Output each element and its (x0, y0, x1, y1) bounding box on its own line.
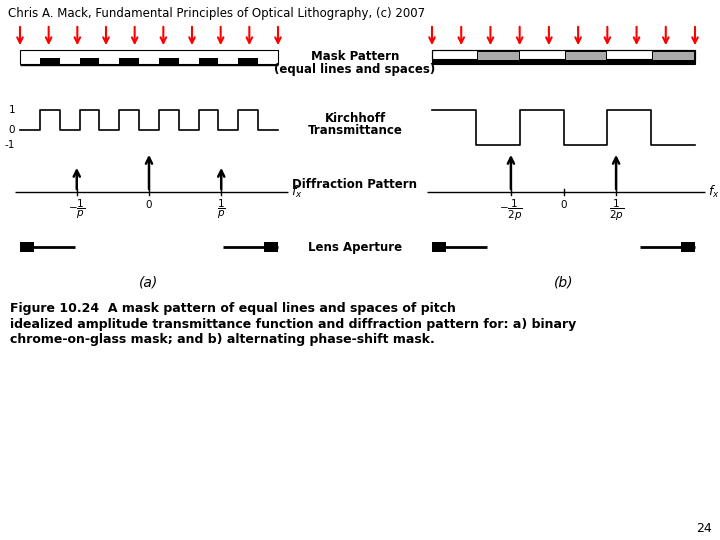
Text: $\dfrac{1}{p}$: $\dfrac{1}{p}$ (217, 198, 225, 221)
Text: Figure 10.24  A mask pattern of equal lines and spaces of pitch: Figure 10.24 A mask pattern of equal lin… (10, 302, 460, 315)
Bar (432, 50, 695, 59)
Bar (159, 58, 179, 64)
Text: -1: -1 (4, 140, 15, 150)
Text: $-\dfrac{1}{p}$: $-\dfrac{1}{p}$ (68, 198, 86, 221)
Bar (432, 59, 695, 64)
Bar (477, 51, 518, 60)
Text: idealized amplitude transmittance function and diffraction pattern for: a) binar: idealized amplitude transmittance functi… (10, 318, 576, 331)
Text: chrome-on-glass mask; and b) alternating phase-shift mask.: chrome-on-glass mask; and b) alternating… (10, 333, 435, 346)
Text: Chris A. Mack, Fundamental Principles of Optical Lithography, (c) 2007: Chris A. Mack, Fundamental Principles of… (8, 7, 425, 20)
Text: Diffraction Pattern: Diffraction Pattern (292, 178, 418, 191)
Bar (199, 58, 218, 64)
Bar (79, 58, 99, 64)
Text: (equal lines and spaces): (equal lines and spaces) (274, 63, 436, 76)
Text: $f_x$: $f_x$ (708, 184, 720, 200)
Text: $0$: $0$ (145, 198, 153, 210)
Bar (652, 51, 694, 60)
Text: 0: 0 (9, 125, 15, 135)
Bar (20, 50, 278, 64)
Text: Kirchhoff: Kirchhoff (325, 111, 386, 125)
Text: Lens Aperture: Lens Aperture (308, 240, 402, 253)
Text: 1: 1 (9, 105, 15, 115)
Text: 24: 24 (696, 522, 712, 535)
Bar (681, 242, 695, 252)
Bar (432, 50, 695, 64)
Text: Transmittance: Transmittance (307, 124, 402, 137)
Text: $\dfrac{1}{2p}$: $\dfrac{1}{2p}$ (608, 198, 624, 223)
Bar (40, 58, 60, 64)
Bar (264, 242, 278, 252)
Bar (432, 242, 446, 252)
Text: $-\dfrac{1}{2p}$: $-\dfrac{1}{2p}$ (499, 198, 523, 223)
Text: (b): (b) (554, 275, 573, 289)
Bar (238, 58, 258, 64)
Bar (564, 51, 606, 60)
Text: (a): (a) (140, 275, 158, 289)
Text: Mask Pattern: Mask Pattern (311, 51, 399, 64)
Text: $0$: $0$ (559, 198, 567, 210)
Bar (120, 58, 139, 64)
Bar (20, 242, 34, 252)
Text: $f_x$: $f_x$ (291, 184, 302, 200)
